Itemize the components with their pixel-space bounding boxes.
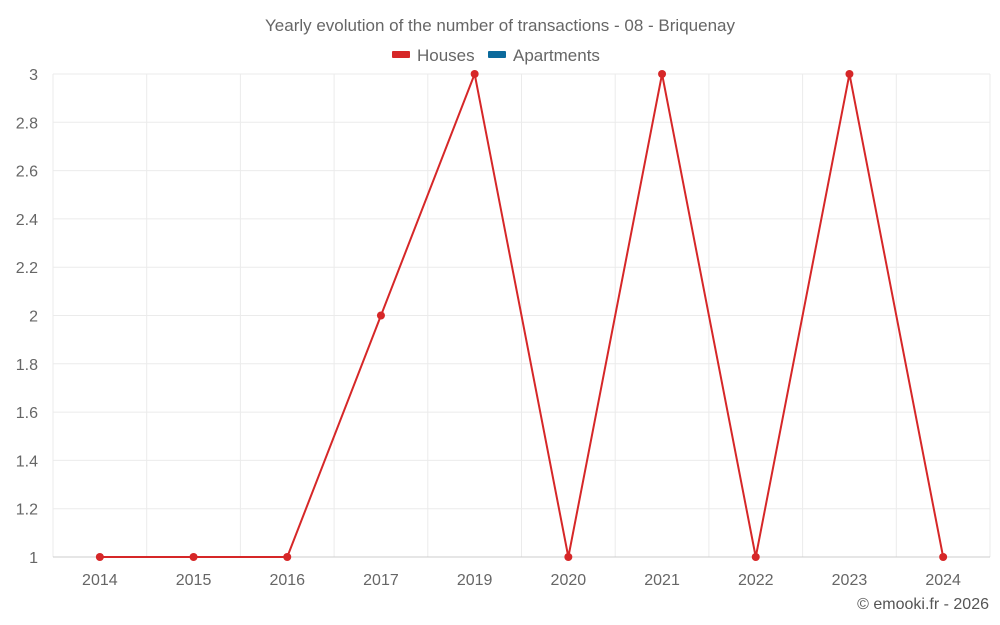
y-tick-label: 2.4	[16, 212, 38, 229]
credit-text: © emooki.fr - 2026	[857, 596, 989, 613]
x-tick-label: 2019	[457, 572, 493, 589]
data-point-houses[interactable]	[376, 311, 385, 320]
data-point-houses[interactable]	[283, 553, 292, 561]
y-tick-label: 2	[29, 309, 38, 326]
data-point-houses[interactable]	[845, 70, 854, 78]
legend-item-apartments[interactable]: Apartments	[488, 46, 600, 65]
chart-title: Yearly evolution of the number of transa…	[265, 16, 735, 35]
x-tick-label: 2021	[644, 572, 680, 589]
x-tick-label: 2015	[176, 572, 212, 589]
x-tick-label: 2016	[269, 572, 305, 589]
legend: Houses Apartments	[392, 46, 600, 65]
x-tick-label: 2023	[832, 572, 868, 589]
series-line-houses	[99, 73, 945, 558]
y-axis-ticks: 1 1.2 1.4 1.6 1.8 2 2.2 2.4 2.6 2.8 3	[16, 67, 38, 567]
x-tick-label: 2017	[363, 572, 399, 589]
data-point-houses[interactable]	[658, 70, 667, 78]
data-point-houses[interactable]	[470, 70, 479, 78]
legend-swatch-apartments	[488, 51, 506, 58]
y-tick-label: 1.8	[16, 357, 38, 374]
data-point-houses[interactable]	[564, 553, 573, 561]
data-point-houses[interactable]	[751, 553, 760, 561]
y-tick-label: 2.8	[16, 115, 38, 132]
legend-swatch-houses	[392, 51, 410, 58]
series-houses	[95, 70, 948, 561]
y-tick-label: 1	[29, 550, 38, 567]
data-point-houses[interactable]	[189, 553, 198, 561]
data-point-houses[interactable]	[939, 553, 948, 561]
y-tick-label: 2.2	[16, 260, 38, 277]
legend-label-houses: Houses	[417, 46, 475, 65]
legend-item-houses[interactable]: Houses	[392, 46, 475, 65]
y-tick-label: 1.4	[16, 453, 38, 470]
y-tick-label: 2.6	[16, 164, 38, 181]
legend-label-apartments: Apartments	[513, 46, 600, 65]
x-axis-ticks: 2014 2015 2016 2017 2019 2020 2021 2022 2023 2024	[82, 572, 961, 589]
x-tick-label: 2020	[551, 572, 587, 589]
y-tick-label: 1.6	[16, 405, 38, 422]
y-tick-label: 1.2	[16, 502, 38, 519]
x-tick-label: 2014	[82, 572, 118, 589]
x-tick-label: 2024	[925, 572, 961, 589]
y-tick-label: 3	[29, 67, 38, 84]
data-point-houses[interactable]	[95, 553, 104, 561]
x-tick-label: 2022	[738, 572, 774, 589]
